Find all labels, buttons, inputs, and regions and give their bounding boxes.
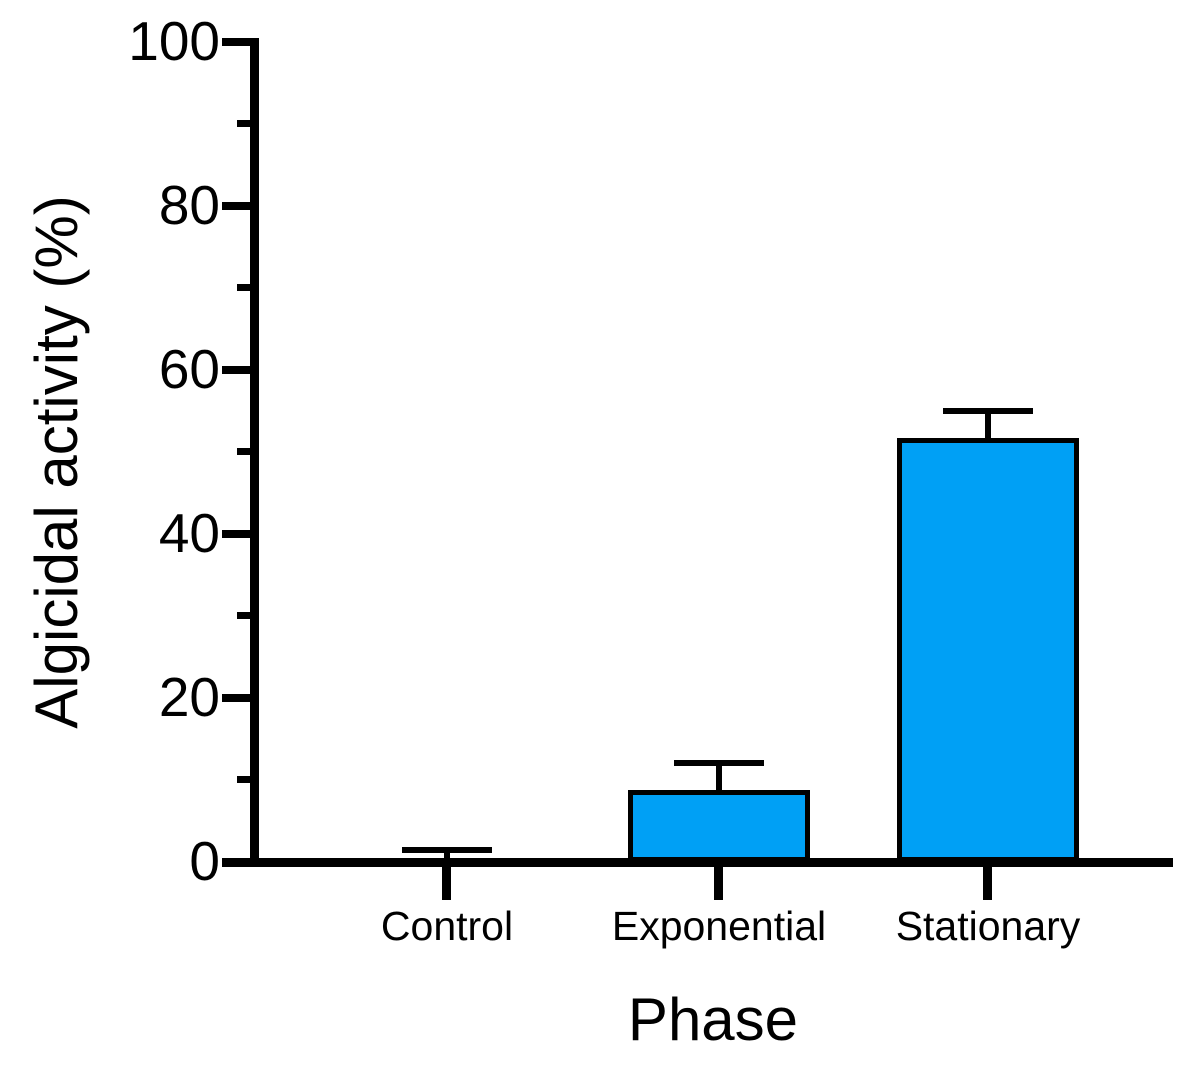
x-category-label-control: Control [380, 903, 514, 949]
x-axis-title: Phase [627, 986, 799, 1053]
y-tick-label-100: 100 [128, 10, 220, 72]
error-bar-cap-control [402, 846, 492, 853]
error-bar-stem-control [444, 849, 450, 862]
y-minor-tick-70 [237, 284, 259, 291]
y-tick-label-0: 0 [189, 830, 220, 892]
x-tick-stationary [983, 867, 992, 900]
y-tick-label-20: 20 [158, 666, 220, 728]
y-minor-tick-50 [237, 448, 259, 455]
x-tick-exponential [714, 867, 723, 900]
y-major-tick-20 [222, 694, 259, 702]
x-axis-line [222, 858, 1173, 867]
error-bar-cap-stationary [943, 408, 1033, 414]
y-tick-label-60: 60 [158, 338, 220, 400]
y-tick-label-40: 40 [158, 502, 220, 564]
error-bar-stem-stationary [985, 411, 991, 439]
x-category-label-stationary: Stationary [895, 903, 1081, 949]
bar-stationary [897, 438, 1079, 862]
y-minor-tick-10 [237, 776, 259, 783]
x-tick-control [442, 867, 451, 900]
y-major-tick-40 [222, 530, 259, 538]
bar-exponential [628, 790, 810, 862]
x-category-label-exponential: Exponential [611, 903, 827, 949]
y-tick-label-80: 80 [158, 174, 220, 236]
y-major-tick-60 [222, 366, 259, 374]
y-minor-tick-30 [237, 612, 259, 619]
y-minor-tick-90 [237, 120, 259, 127]
y-major-tick-100 [222, 38, 259, 46]
error-bar-stem-exponential [716, 762, 722, 790]
y-major-tick-0 [222, 858, 259, 866]
y-major-tick-80 [222, 202, 259, 210]
error-bar-cap-exponential [674, 759, 764, 766]
x-axis-title-wrap: Phase [513, 990, 913, 1060]
